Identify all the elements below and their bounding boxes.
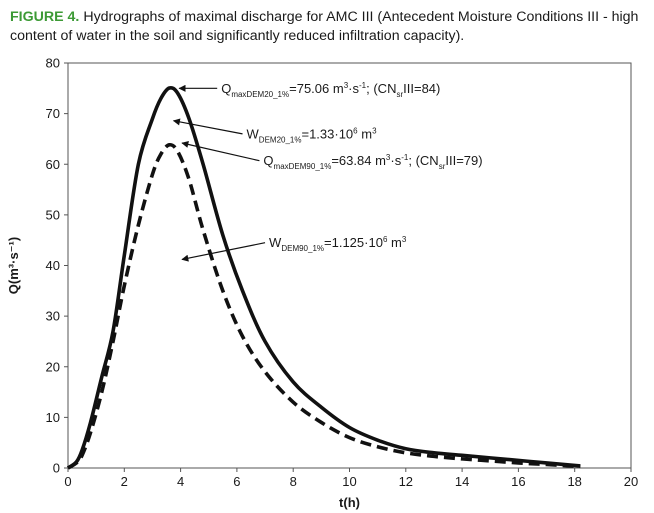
- annotation-part: maxDEM90_1%: [274, 162, 332, 171]
- y-tick-label: 70: [46, 106, 60, 121]
- annotation-part: Q: [263, 153, 273, 168]
- annotation-part: =63.84 m: [331, 153, 386, 168]
- annotation-part: W: [269, 235, 282, 250]
- annotation-part: 3: [372, 126, 377, 135]
- annotation-arrow-w90: [181, 242, 266, 262]
- annotation-part: 3: [402, 235, 407, 244]
- annotation-part: 3: [386, 153, 391, 162]
- chart-axes: 0 2 4 6 8 10 12 14 16 18 20 0 10 20 30 40 50 60 70 80 t(h) Q(…: [6, 56, 638, 511]
- x-tick-label: 20: [624, 474, 638, 489]
- annotation-part: DEM90_1%: [281, 244, 324, 253]
- annotation-part: 6: [383, 235, 388, 244]
- annotation-part: -1: [401, 153, 409, 162]
- annotation-part: III=79): [445, 153, 482, 168]
- annotation-part: Q: [221, 81, 231, 96]
- annotation-part: =1.125·10: [324, 235, 383, 250]
- x-axis-label: t(h): [339, 495, 360, 510]
- figure-caption: FIGURE 4. Hydrographs of maximal dischar…: [10, 8, 650, 46]
- annotation-part: 6: [353, 126, 358, 135]
- figure-caption-text: Hydrographs of maximal discharge for AMC…: [10, 9, 639, 44]
- annotation-arrow-w20: [172, 118, 243, 135]
- annotation-part: maxDEM20_1%: [231, 90, 289, 99]
- y-tick-label: 10: [46, 410, 60, 425]
- x-tick-label: 2: [121, 474, 128, 489]
- x-tick-label: 14: [455, 474, 469, 489]
- x-tick-label: 4: [177, 474, 184, 489]
- annotation-part: -1: [359, 81, 367, 90]
- y-tick-label: 60: [46, 157, 60, 172]
- y-axis-label: Q(m³·s⁻¹): [6, 237, 21, 294]
- chart-annotations: QmaxDEM20_1%=75.06 m3·s-1; (CNsrIII=84)W…: [172, 81, 483, 262]
- y-tick-label: 40: [46, 258, 60, 273]
- y-tick-label: 20: [46, 359, 60, 374]
- x-tick-label: 8: [290, 474, 297, 489]
- annotation-part: ·s: [348, 81, 359, 96]
- annotation-part: 3: [344, 81, 349, 90]
- annotation-part: m: [387, 235, 401, 250]
- series-line-dem90: [67, 142, 581, 470]
- figure-label: FIGURE 4.: [10, 9, 80, 25]
- y-tick-label: 80: [46, 56, 60, 71]
- chart-series: [66, 85, 581, 470]
- annotation-qmax20: QmaxDEM20_1%=75.06 m3·s-1; (CNsrIII=84): [221, 81, 440, 99]
- annotation-part: ·s: [390, 153, 401, 168]
- annotation-part: =75.06 m: [289, 81, 344, 96]
- x-tick-label: 12: [399, 474, 413, 489]
- annotation-part: W: [247, 126, 260, 141]
- x-tick-label: 18: [567, 474, 581, 489]
- x-tick-label: 10: [342, 474, 356, 489]
- y-tick-label: 30: [46, 309, 60, 324]
- y-tick-label: 0: [53, 461, 60, 476]
- annotation-part: DEM20_1%: [259, 135, 302, 144]
- annotation-part: ; (CN: [366, 81, 396, 96]
- annotation-qmax90: QmaxDEM90_1%=63.84 m3·s-1; (CNsrIII=79): [263, 153, 482, 171]
- annotation-part: ; (CN: [408, 153, 438, 168]
- annotation-part: III=84): [403, 81, 440, 96]
- annotation-part: =1.33·10: [301, 126, 353, 141]
- x-tick-label: 16: [511, 474, 525, 489]
- annotation-w90: WDEM90_1%=1.125·106 m3: [269, 235, 407, 253]
- annotation-part: m: [358, 126, 372, 141]
- annotation-part: sr: [439, 162, 446, 171]
- annotation-part: sr: [396, 90, 403, 99]
- x-tick-label: 0: [64, 474, 71, 489]
- series-line-dem20: [66, 85, 581, 470]
- x-tick-label: 6: [233, 474, 240, 489]
- annotation-w20: WDEM20_1%=1.33·106 m3: [247, 126, 378, 144]
- annotation-arrow-qmax90: [181, 140, 260, 162]
- y-tick-label: 50: [46, 207, 60, 222]
